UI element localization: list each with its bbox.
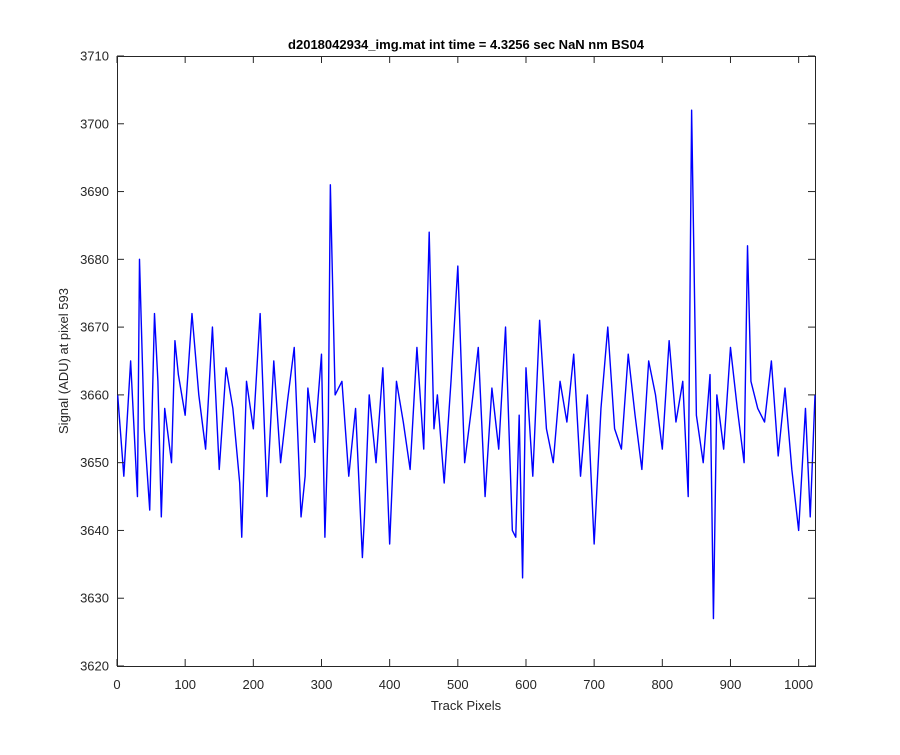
y-tick-label: 3690 (80, 184, 109, 199)
series-line (116, 109, 816, 620)
series-layer (116, 109, 816, 620)
y-tick-label: 3660 (80, 387, 109, 402)
y-tick-label: 3640 (80, 523, 109, 538)
x-tick-label: 100 (174, 677, 196, 692)
x-tick-label: 1000 (784, 677, 813, 692)
y-tick-label: 3630 (80, 591, 109, 606)
x-tick-label: 300 (311, 677, 333, 692)
y-tick-label: 3670 (80, 320, 109, 335)
x-tick-label: 500 (447, 677, 469, 692)
y-tick-label: 3680 (80, 252, 109, 267)
y-axis-label: Signal (ADU) at pixel 593 (56, 288, 71, 434)
x-tick-label: 600 (515, 677, 537, 692)
x-tick-label: 0 (113, 677, 120, 692)
x-tick-label: 200 (242, 677, 264, 692)
y-tick-label: 3700 (80, 116, 109, 131)
plot-area (117, 56, 816, 667)
chart-title: d2018042934_img.mat int time = 4.3256 se… (288, 37, 645, 52)
tick-layer: 0 100 200 300 400 500 600 700 800 900 1000 3620 3630… (80, 49, 815, 692)
y-tick-label: 3620 (80, 659, 109, 674)
y-tick-label: 3650 (80, 455, 109, 470)
x-tick-label: 700 (583, 677, 605, 692)
y-tick-label: 3710 (80, 49, 109, 64)
x-tick-label: 800 (651, 677, 673, 692)
x-tick-label: 900 (720, 677, 742, 692)
x-tick-label: 400 (379, 677, 401, 692)
x-axis-label: Track Pixels (431, 698, 502, 713)
